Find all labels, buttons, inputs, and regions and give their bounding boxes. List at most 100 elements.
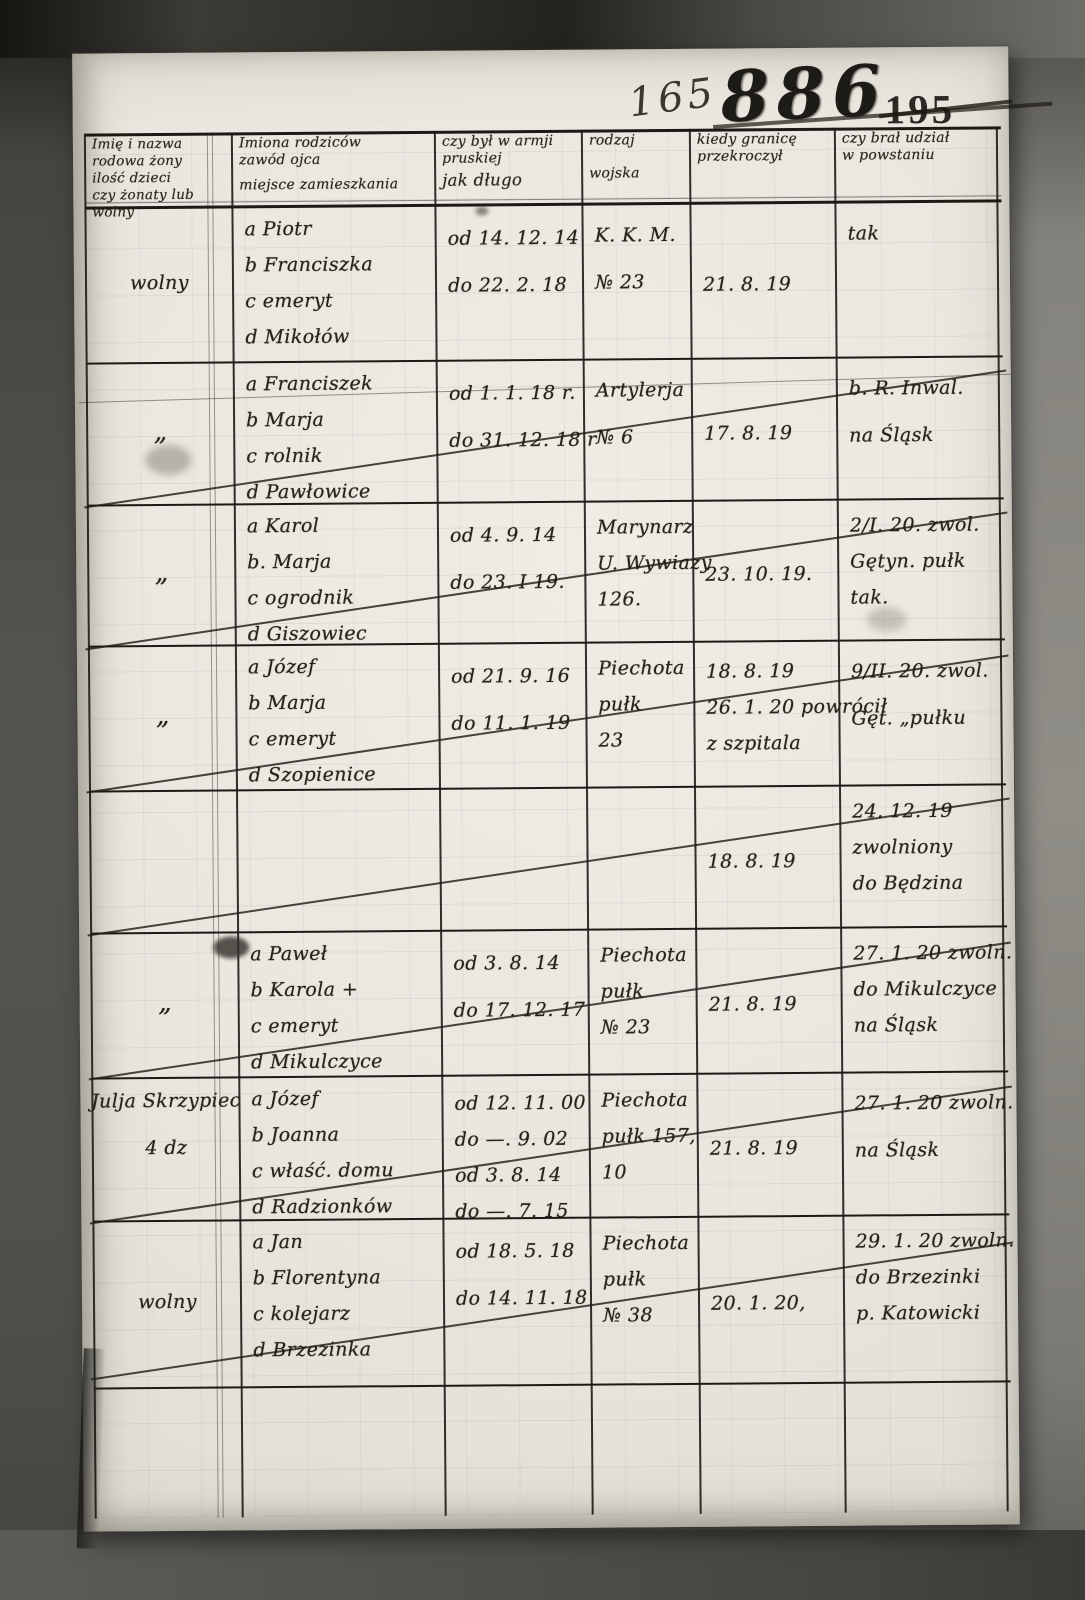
cell-line: „ [156,693,170,740]
table-cell: 18. 8. 19 [707,798,835,925]
cell-line: 4 dz [145,1125,187,1172]
cell-line: do Będzina [853,864,997,901]
cell-line: na Śląsk [854,1006,998,1043]
cell-line: od 4. 9. 14 [450,512,579,560]
cell-line: do 11. 1. 19 [451,700,580,748]
cell-line: 17. 8. 19 [704,409,831,457]
table-cell: a Józefb Marjac emerytd Szopienice [248,648,434,786]
cell-line: a Józef [251,1080,436,1117]
cell-line: na Śląsk [849,411,993,459]
cell-line: na Śląsk [855,1126,999,1174]
cell-line: 21. 8. 19 [709,981,836,1029]
column-header-line: miejsce zamieszkania [239,176,430,194]
cell-line: p. Katowicki [856,1294,1000,1331]
table-cell: od 12. 11. 00do —. 9. 02od 3. 8. 14do —.… [454,1085,584,1215]
table-cell: a Janb Florentynac kolejarzd Brzezinka [252,1223,438,1383]
cell-line: 27. 1. 20 zwoln. [853,934,997,971]
column-header-line: rodzaj [589,132,685,150]
table-cell: 18. 8. 1926. 1. 20 powróciłz szpitala [706,653,834,783]
table-cell: a Pawełb Karola +c emerytd Mikulczyce [250,935,436,1073]
cell-line: 18. 8. 19 [707,837,834,885]
cell-line: Gętyn. pułk [850,542,994,579]
cell-line: b. Marja [247,543,432,580]
cell-line: do Mikulczyce [853,970,997,1007]
table-cell: od 4. 9. 14do 23. I 19. [450,512,580,640]
cell-line: a Jan [252,1223,437,1260]
table-cell: Piechotapułk23 [598,650,689,784]
cell-line: 21. 8. 19 [703,261,830,309]
table-cell: od 14. 12. 14do 22. 2. 18 [447,215,577,357]
cell-line: 10 [602,1154,692,1191]
column-header-line: pruskiej [442,150,577,168]
column-header-line: Imiona rodziców [239,134,430,152]
cell-line: „ [155,550,169,597]
cell-line: 23 [598,722,688,759]
cell-line: Marynarz [597,509,687,546]
cell-line: b Joanna [252,1116,437,1153]
scan-background-bottom [0,1530,1085,1600]
column-header-line: wojska [589,165,685,183]
table-cell: Piechotapułk№ 23 [600,937,691,1071]
column-header-line: kiedy granicę [697,131,830,149]
cell-line: od 3. 8. 14 [455,1157,584,1194]
column-header-line: czy był w armji [442,133,577,151]
cell-line: № 23 [601,1009,691,1046]
column-header-line: rodowa żony [92,152,227,170]
cell-line: № 23 [595,259,685,307]
table-cell: od 21. 9. 16do 11. 1. 19 [451,653,581,785]
cell-line: Artylerja [596,367,686,415]
cell-line: b Karola + [250,971,435,1008]
cell-line: 23. 10. 19. [705,551,832,599]
column-header: Imiona rodzicówzawód ojca miejsce zamiesz… [239,134,430,194]
cell-line: b Franciszka [245,246,430,283]
column-header-line: przekroczył [697,148,830,166]
cell-line: U. Wywiazy [597,545,687,582]
cell-line: Piechota [602,1225,692,1262]
column-header-line: Imię i nazwa [92,135,227,153]
column-header-line: zawód ojca [239,151,430,169]
table-cell: „ [91,645,235,787]
cell-line: c emeryt [248,720,433,757]
table-cell: „ [89,362,233,501]
cell-line: do 22. 2. 18 [448,262,577,310]
cell-line: do 17. 12. 17 [454,987,583,1035]
table-cell: 20. 1. 20, [710,1228,838,1380]
column-header-line: czy brał udział [842,129,992,147]
table-cell: MarynarzU. Wywiazy126. [597,509,688,639]
cell-line: od 1. 1. 18 r. [449,370,578,418]
cell-line: c kolejarz [253,1295,438,1332]
table-cell: Piechotapułk№ 38 [602,1225,693,1381]
cell-line: od 14. 12. 14 [447,215,576,263]
table-cell: „ [90,504,234,642]
table-cell: 21. 8. 19 [709,1085,837,1213]
table-cell: a Piotrb Franciszkac emerytd Mikołów [244,210,430,358]
cell-line: a Józef [248,648,433,685]
cell-line: a Piotr [244,210,429,247]
cell-line: do 31. 12. 18 r [449,417,578,465]
cell-line: od 18. 5. 18 [455,1228,584,1276]
scan-background-right [1007,0,1085,1600]
table-cell: K. K. M.№ 23 [594,212,685,356]
table-cell: Piechotapułk 157,10 [601,1082,692,1214]
cell-line: b Marja [246,401,431,438]
cell-line: 126. [597,581,687,618]
table-cell: wolny [87,207,231,359]
cell-line: d Mikołów [245,318,430,355]
table-cell: od 3. 8. 14do 17. 12. 17 [453,940,583,1072]
cell-line: Piechota [600,937,690,974]
cell-line: 9/II. 20. zwol. [851,647,995,695]
scanned-document-page: 165 886 195 Imię i nazwarodowa żonyilość… [0,0,1085,1600]
cell-line: Julja Skrzypiec [91,1077,241,1125]
table-cell: 17. 8. 19 [704,370,832,497]
ink-stain [475,206,488,215]
column-header: czy brał udziałw powstaniu [842,129,992,164]
cell-line: tak [847,209,991,257]
cell-line: b Florentyna [253,1259,438,1296]
cell-line: 20. 1. 20, [711,1280,838,1328]
cell-line: wolny [138,1279,197,1326]
table-cell: 21. 8. 19 [708,940,836,1070]
cell-line: od 3. 8. 14 [453,940,582,988]
table-cell: Julja Skrzypiec4 dz [94,1077,238,1217]
cell-line: wolny [130,260,189,307]
cell-line: Gęt. „pułku [851,694,995,742]
